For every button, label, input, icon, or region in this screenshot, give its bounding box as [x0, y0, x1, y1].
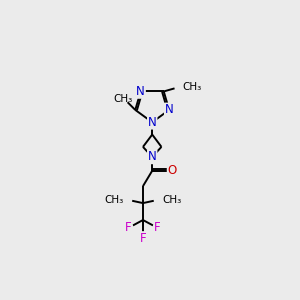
Text: CH₃: CH₃ — [104, 195, 124, 205]
Text: F: F — [154, 221, 161, 234]
Text: CH₃: CH₃ — [182, 82, 202, 92]
Text: O: O — [168, 164, 177, 177]
Text: N: N — [148, 150, 157, 164]
Text: F: F — [125, 221, 132, 234]
Text: F: F — [140, 232, 146, 245]
Text: CH₃: CH₃ — [162, 195, 182, 205]
Text: CH₃: CH₃ — [113, 94, 133, 104]
Text: N: N — [136, 85, 145, 98]
Text: N: N — [165, 103, 173, 116]
Text: N: N — [148, 116, 157, 129]
